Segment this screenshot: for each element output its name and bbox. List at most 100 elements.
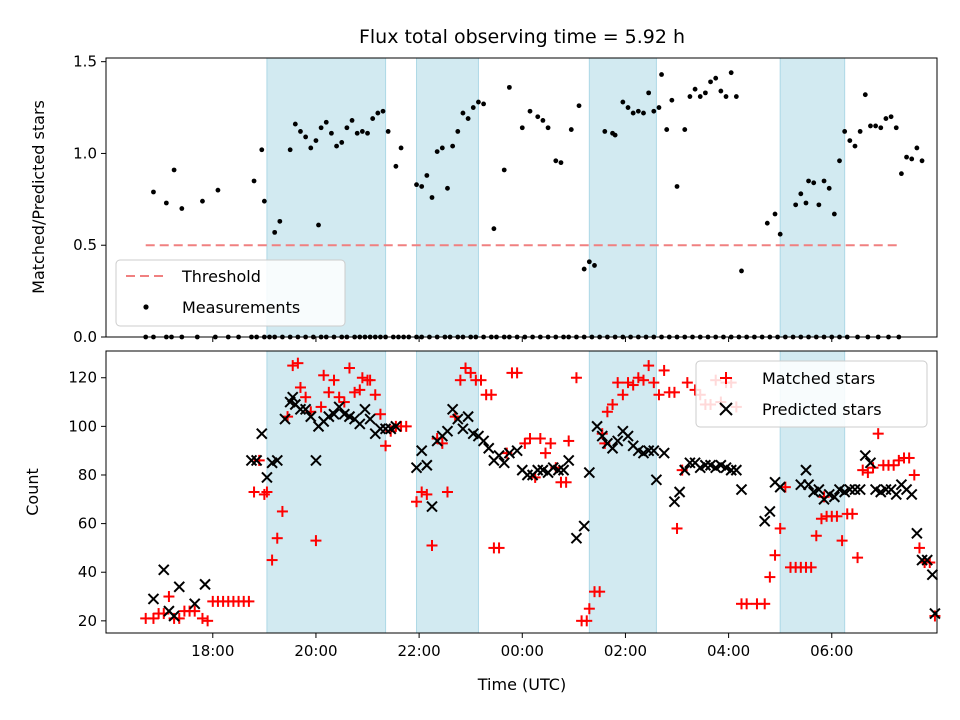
measurement-point: [878, 125, 884, 131]
predicted-star-point: [916, 554, 928, 566]
measurement-point: [272, 229, 278, 235]
measurement-point: [339, 140, 345, 145]
matched-star-point: [475, 374, 487, 386]
predicted-star-point: [880, 483, 892, 496]
measurement-point: [592, 263, 597, 268]
measurement-point: [277, 218, 283, 224]
measurement-point: [308, 145, 314, 151]
measurement-point: [385, 129, 391, 134]
measurement-point: [641, 110, 646, 116]
measurement-point: [398, 145, 404, 151]
measurement-point: [842, 129, 848, 134]
predicted-star-point: [699, 459, 712, 471]
matched-star-point: [454, 374, 466, 386]
measurement-point: [702, 90, 708, 96]
matched-star-point: [903, 452, 915, 464]
matched-star-point: [380, 440, 392, 452]
predicted-star-point: [611, 435, 624, 447]
predicted-star-point: [622, 430, 634, 442]
y-tick-label-1-2: 60: [78, 515, 97, 533]
measurement-point: [697, 94, 703, 99]
measurement-point: [259, 147, 265, 153]
predicted-star-point: [929, 607, 941, 620]
matched-star-point: [560, 476, 572, 488]
bottom-ticks: 20 40 60 80 100 120 18:00 20:00 22:00 00:00 02:00 0…: [68, 369, 853, 660]
predicted-star-point: [305, 410, 317, 423]
matched-star-point: [349, 386, 361, 398]
matched-star-point: [300, 391, 312, 403]
measurement-point: [460, 110, 466, 116]
top-legend-box: [115, 259, 346, 327]
measurement-point: [723, 94, 729, 99]
matched-star-point: [343, 362, 355, 374]
measurement-point: [687, 94, 693, 99]
predicted-star-point: [379, 423, 392, 435]
measurement-point: [659, 72, 664, 77]
matched-star-point: [759, 598, 771, 610]
measurement-point: [586, 259, 592, 265]
predicted-star-point: [552, 464, 565, 476]
measurement-point: [576, 103, 582, 109]
matched-star-point: [815, 513, 827, 525]
matched-star-point: [658, 364, 670, 376]
measurement-point: [837, 158, 842, 164]
measurement-point: [909, 156, 915, 162]
matched-star-point: [622, 377, 634, 389]
predicted-star-point: [493, 449, 505, 462]
measurement-point: [359, 129, 365, 134]
predicted-star-point: [583, 466, 596, 479]
predicted-star-point: [364, 413, 376, 425]
predicted-star-point: [477, 435, 490, 447]
top-ylabel: Matched/Predicted stars: [29, 100, 48, 294]
predicted-star-point: [759, 515, 771, 527]
predicted-star-point: [462, 410, 474, 423]
matched-star-point: [852, 552, 864, 564]
chart-title: Flux total observing time = 5.92 h: [359, 26, 685, 48]
predicted-star-point: [800, 464, 812, 476]
measurement-point: [674, 184, 680, 189]
matched-star-point: [261, 486, 273, 498]
predicted-star-point: [333, 401, 345, 413]
measurement-point: [434, 149, 440, 155]
predicted-star-point: [648, 444, 660, 457]
matched-star-point: [769, 549, 781, 561]
measurement-point: [821, 178, 827, 184]
predicted-star-point: [279, 413, 291, 425]
measurement-point: [883, 116, 889, 121]
predicted-legend-label: Predicted stars: [762, 400, 882, 419]
measurement-point: [303, 134, 309, 140]
predicted-star-point: [256, 427, 268, 440]
measurement-point: [323, 119, 329, 125]
matched-star-point: [846, 508, 858, 520]
measurements-legend-label: Measurements: [182, 298, 300, 317]
predicted-star-point: [673, 486, 686, 498]
observing-window-0-1: [416, 57, 479, 338]
predicted-star-point: [158, 564, 170, 576]
measurement-point: [669, 97, 675, 103]
matched-star-point: [888, 459, 900, 471]
measurement-point: [625, 105, 631, 110]
measurement-point: [445, 185, 450, 191]
predicted-star-point: [684, 457, 696, 469]
matched-star-point: [519, 437, 531, 449]
measurement-point: [656, 105, 662, 110]
x-tick-label-1: 20:00: [294, 642, 337, 660]
matched-star-point: [539, 447, 551, 459]
matched-star-point: [426, 539, 438, 551]
matched-star-point: [648, 377, 660, 389]
measurement-point: [713, 75, 719, 81]
measurement-point: [826, 185, 832, 191]
predicted-star-point: [570, 532, 583, 544]
predicted-star-point: [764, 505, 776, 518]
matched-star-point: [583, 603, 595, 615]
predicted-star-point: [354, 418, 366, 430]
measurement-point: [298, 129, 303, 134]
measurement-point: [344, 125, 350, 131]
predicted-star-point: [359, 403, 371, 416]
predicted-star-point: [679, 464, 691, 476]
measurement-point: [816, 202, 822, 208]
measurement-point: [481, 101, 486, 107]
matched-star-point: [163, 591, 175, 603]
predicted-star-point: [859, 449, 872, 462]
measurement-point: [527, 108, 533, 114]
